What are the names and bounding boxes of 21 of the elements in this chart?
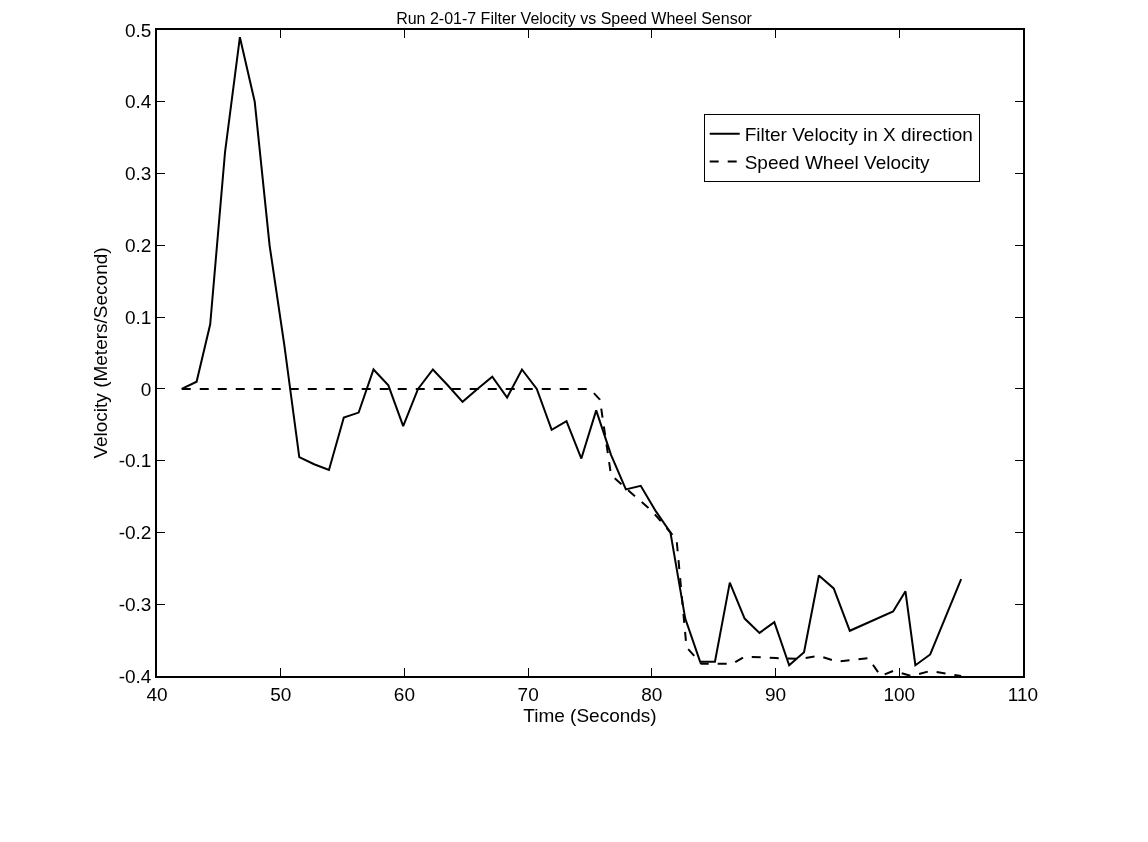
x-tick-label: 100 xyxy=(883,683,916,705)
y-tick-label: 0 xyxy=(140,378,152,400)
y-tick-label: -0.2 xyxy=(118,522,152,544)
y-tick-label: 0.5 xyxy=(125,19,152,41)
y-tick-label: 0.1 xyxy=(125,306,152,328)
x-tick-label: 50 xyxy=(270,683,292,705)
x-tick-label: 60 xyxy=(393,683,415,705)
x-axis-title: Time (Seconds) xyxy=(523,704,657,726)
chart-title: Run 2-01-7 Filter Velocity vs Speed Wheel Sensor xyxy=(396,9,753,27)
x-tick-label: 90 xyxy=(765,683,787,705)
y-tick-label: 0.4 xyxy=(125,91,152,113)
y-tick-label: 0.3 xyxy=(125,163,152,185)
y-axis-title: Velocity (Meters/Second) xyxy=(90,247,112,459)
legend-label: Filter Velocity in X direction xyxy=(744,124,973,146)
y-tick-label: -0.1 xyxy=(118,450,152,472)
y-tick-label: -0.3 xyxy=(118,593,152,615)
x-tick-label: 80 xyxy=(641,683,663,705)
x-tick-label: 70 xyxy=(517,683,539,705)
y-tick-label: 0.2 xyxy=(125,234,152,256)
legend-label: Speed Wheel Velocity xyxy=(744,151,931,173)
x-tick-label: 110 xyxy=(1007,683,1039,705)
